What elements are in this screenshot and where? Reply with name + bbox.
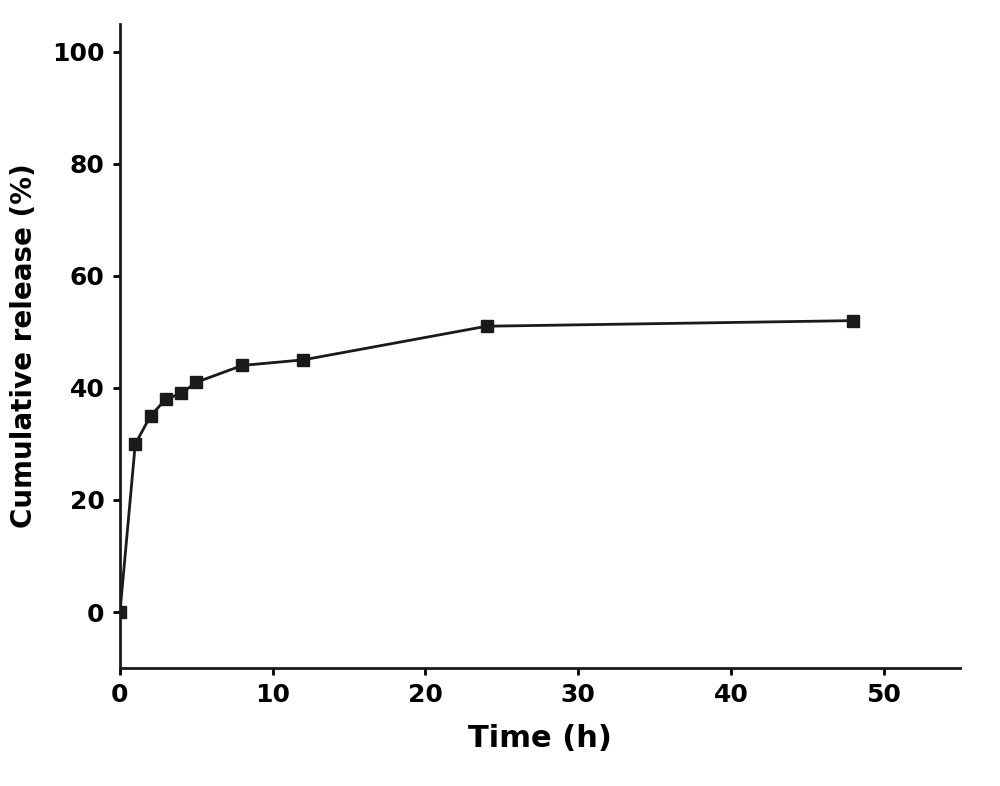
- Y-axis label: Cumulative release (%): Cumulative release (%): [10, 163, 38, 528]
- X-axis label: Time (h): Time (h): [468, 724, 612, 753]
